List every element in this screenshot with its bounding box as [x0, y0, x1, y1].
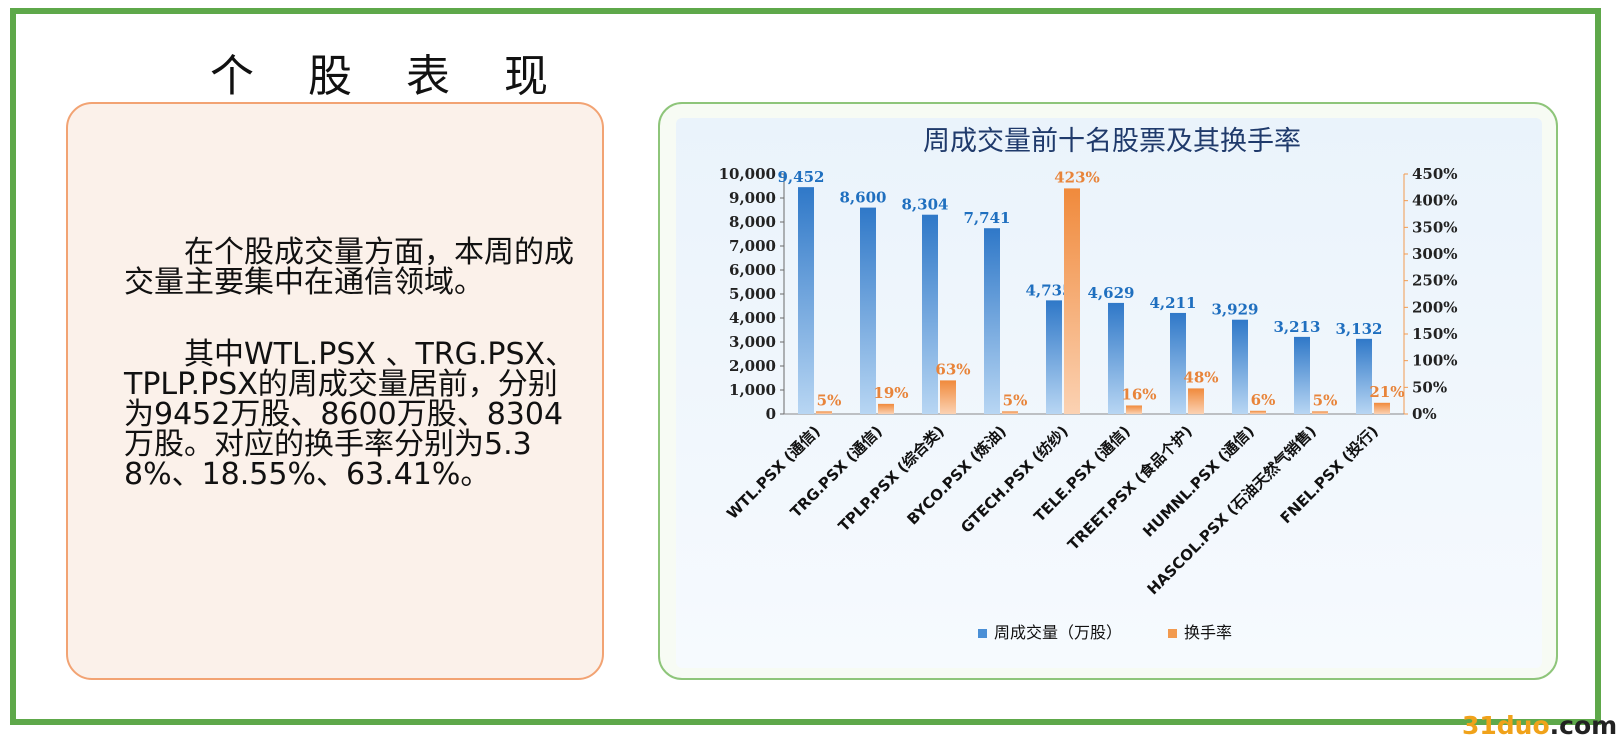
bar-turnover-label: 5%	[817, 391, 842, 409]
y-right-tick-label: 100%	[1412, 352, 1458, 370]
text-card: 在个股成交量方面，本周的成交量主要集中在通信领域。 其中WTL.PSX 、TRG…	[66, 102, 604, 680]
bar-volume	[1108, 302, 1124, 414]
bar-turnover-label: 423%	[1054, 168, 1100, 186]
y-right-tick-label: 300%	[1412, 245, 1458, 263]
watermark-domain: .com	[1549, 711, 1618, 740]
chart-title: 周成交量前十名股票及其换手率	[923, 126, 1301, 157]
bar-volume-label: 3,132	[1336, 320, 1383, 338]
y-left-tick-label: 1,000	[729, 381, 776, 399]
y-right-tick-label: 0%	[1412, 405, 1437, 423]
bar-volume	[860, 207, 876, 414]
bar-volume	[922, 214, 938, 414]
y-left-tick-label: 8,000	[729, 213, 776, 231]
bar-turnover	[1312, 411, 1328, 414]
bar-volume-label: 4,211	[1150, 294, 1197, 312]
bar-turnover-label: 5%	[1313, 391, 1338, 409]
bar-volume	[1232, 319, 1248, 414]
bar-turnover-label: 16%	[1121, 385, 1156, 403]
bar-volume-label: 4,735	[1026, 281, 1073, 299]
bar-volume	[1356, 338, 1372, 414]
bar-volume-label: 4,629	[1088, 284, 1135, 302]
bar-volume-label: 7,741	[964, 209, 1011, 227]
y-right-tick-label: 200%	[1412, 298, 1458, 316]
bar-turnover-label: 6%	[1251, 391, 1276, 409]
y-left-tick-label: 6,000	[729, 261, 776, 279]
paragraph-1: 在个股成交量方面，本周的成交量主要集中在通信领域。	[124, 235, 574, 300]
bar-turnover	[878, 403, 894, 414]
bar-turnover	[940, 380, 956, 414]
bar-volume	[1170, 312, 1186, 414]
bar-volume	[1294, 336, 1310, 414]
paragraph-2: 其中WTL.PSX 、TRG.PSX、TPLP.PSX的周成交量居前，分别为94…	[124, 337, 576, 492]
bar-turnover	[1002, 411, 1018, 414]
bar-turnover	[1188, 388, 1204, 414]
y-right-tick-label: 350%	[1412, 218, 1458, 236]
y-left-tick-label: 7,000	[729, 237, 776, 255]
y-left-tick-label: 3,000	[729, 333, 776, 351]
y-left-tick-label: 0	[766, 405, 776, 423]
bar-volume	[798, 187, 814, 414]
chart-card: 周成交量前十名股票及其换手率 0 1,000 2,000 3,000 4,000 5,00…	[658, 102, 1558, 680]
bar-turnover-label: 63%	[935, 360, 970, 378]
legend-item-volume-swatch	[978, 629, 987, 638]
bar-turnover	[1374, 402, 1390, 414]
bar-turnover-label: 21%	[1369, 383, 1404, 401]
bar-turnover-label: 48%	[1183, 368, 1218, 386]
bar-turnover	[1064, 188, 1080, 414]
bar-turnover-label: 5%	[1003, 391, 1028, 409]
y-left-tick-label: 10,000	[719, 165, 776, 183]
legend-item-volume-label: 周成交量（万股）	[994, 623, 1122, 642]
y-left-tick-label: 2,000	[729, 357, 776, 375]
y-left-tick-label: 5,000	[729, 285, 776, 303]
chart: 周成交量前十名股票及其换手率 0 1,000 2,000 3,000 4,000 5,00…	[676, 118, 1542, 668]
slide-title: 个 股 表 现	[210, 51, 568, 102]
bar-volume-label: 3,213	[1274, 318, 1321, 336]
watermark-logo: 31duo.com	[1462, 712, 1617, 740]
bar-volume-label: 8,600	[840, 189, 887, 207]
legend-item-turnover-swatch	[1168, 629, 1177, 638]
y-right-tick-label: 400%	[1412, 192, 1458, 210]
y-right-tick-label: 150%	[1412, 325, 1458, 343]
bar-turnover-label: 19%	[873, 384, 908, 402]
bar-volume	[1046, 300, 1062, 414]
y-left-tick-label: 9,000	[729, 189, 776, 207]
y-right-tick-label: 50%	[1412, 378, 1447, 396]
bar-turnover	[1250, 410, 1266, 414]
bar-volume	[984, 228, 1000, 414]
bar-turnover	[1126, 405, 1142, 414]
bar-volume-label: 8,304	[902, 196, 949, 214]
watermark-number: 31duo	[1462, 711, 1550, 740]
y-right-tick-label: 250%	[1412, 272, 1458, 290]
bar-volume-label: 9,452	[778, 168, 825, 186]
legend-item-turnover-label: 换手率	[1184, 623, 1232, 642]
bar-turnover	[816, 411, 832, 414]
y-right-tick-label: 450%	[1412, 165, 1458, 183]
y-left-tick-label: 4,000	[729, 309, 776, 327]
bar-volume-label: 3,929	[1212, 301, 1259, 319]
